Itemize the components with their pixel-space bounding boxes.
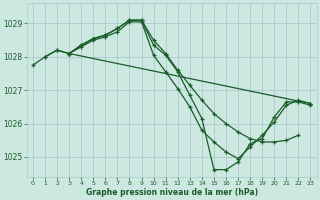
X-axis label: Graphe pression niveau de la mer (hPa): Graphe pression niveau de la mer (hPa) bbox=[86, 188, 258, 197]
